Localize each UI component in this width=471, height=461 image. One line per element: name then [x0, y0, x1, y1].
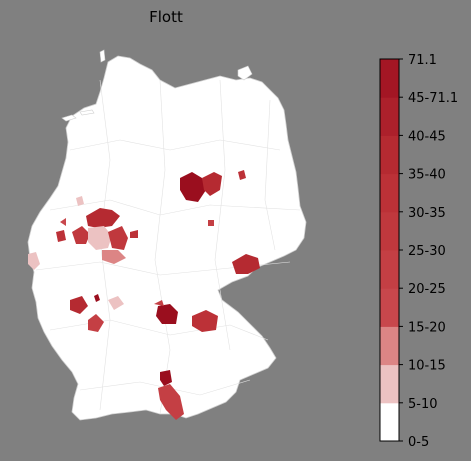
legend-segment: [380, 364, 399, 404]
district-frankfurt-b: [94, 294, 100, 302]
germany-choropleth-map: [27, 49, 307, 421]
legend-tick-label: 30-35: [408, 206, 446, 221]
district-saar-2: [88, 314, 104, 332]
district-ruhr-1: [86, 208, 120, 228]
district-center-1: [130, 230, 138, 238]
legend-tick-label: 35-40: [408, 168, 446, 183]
legend-tick-label: 25-30: [408, 244, 446, 259]
district-allgaeu: [158, 384, 184, 420]
island: [99, 49, 106, 63]
legend-tick-label: 5-10: [408, 397, 438, 412]
legend-tick-label: 15-20: [408, 320, 446, 335]
legend-segment: [380, 97, 399, 136]
district-nuremberg-2: [154, 300, 164, 306]
legend-segment: [380, 326, 399, 366]
legend-segment: [380, 402, 399, 442]
legend-tick-label: 20-25: [408, 282, 446, 297]
district-magdeburg: [180, 172, 206, 202]
district-west-1: [56, 230, 66, 242]
district-dresden: [232, 254, 260, 274]
district-west-2: [76, 196, 84, 206]
district-west-4: [60, 218, 66, 226]
legend-color-bar: [379, 58, 400, 442]
district-regensburg: [192, 310, 218, 332]
legend-tick-label: 45-71.1: [408, 91, 458, 106]
legend-tick-label: 10-15: [408, 359, 446, 374]
district-ruhr-2: [72, 226, 90, 244]
legend-segment: [380, 211, 399, 251]
legend-tick-label: 71.1: [408, 53, 437, 68]
district-berlin-east: [238, 170, 246, 180]
district-west-3: [28, 252, 40, 270]
legend-segment: [380, 250, 399, 289]
legend-tick-label: 40-45: [408, 129, 446, 144]
island: [237, 65, 253, 81]
district-ruhr-5: [102, 250, 126, 264]
district-nuremberg-1: [156, 304, 178, 324]
district-ruhr-4: [108, 226, 128, 250]
district-ruhr-3: [88, 226, 112, 250]
legend-ticks: 0-5 5-10 10-15 15-20 20-25 25-30 30-35 35-40 40-…: [399, 53, 458, 450]
legend-segment: [380, 288, 399, 327]
legend-segment: [380, 59, 399, 98]
legend-tick-label: 0-5: [408, 435, 429, 450]
district-east-halle: [202, 172, 222, 196]
legend-segment: [380, 173, 399, 213]
district-small-center: [208, 220, 214, 226]
legend-segment: [380, 135, 399, 175]
island: [61, 114, 77, 122]
district-saar-1: [70, 296, 88, 314]
island: [79, 109, 95, 116]
map-title: Flott: [149, 8, 183, 26]
district-ostalb: [160, 370, 172, 386]
district-frankfurt-a: [108, 296, 124, 310]
